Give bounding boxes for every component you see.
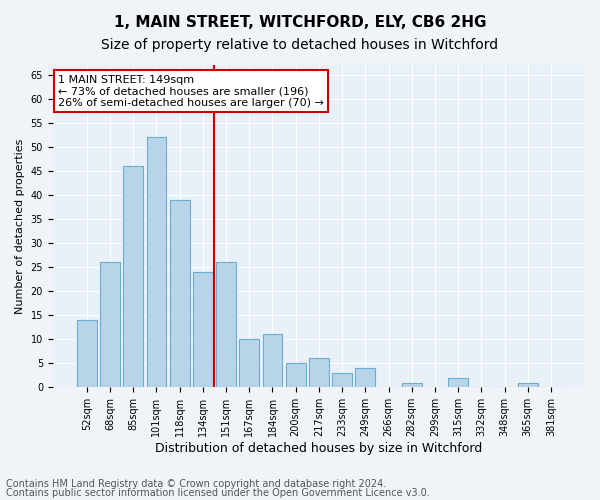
Text: 1 MAIN STREET: 149sqm
← 73% of detached houses are smaller (196)
26% of semi-det: 1 MAIN STREET: 149sqm ← 73% of detached …: [58, 74, 324, 108]
Bar: [332, 373, 352, 388]
Bar: [77, 320, 97, 388]
Bar: [216, 262, 236, 388]
Text: Contains HM Land Registry data © Crown copyright and database right 2024.: Contains HM Land Registry data © Crown c…: [6, 479, 386, 489]
Y-axis label: Number of detached properties: Number of detached properties: [15, 138, 25, 314]
Bar: [448, 378, 468, 388]
Bar: [518, 382, 538, 388]
Bar: [309, 358, 329, 388]
Bar: [170, 200, 190, 388]
Bar: [402, 382, 422, 388]
Bar: [193, 272, 213, 388]
Text: Contains public sector information licensed under the Open Government Licence v3: Contains public sector information licen…: [6, 488, 430, 498]
Bar: [355, 368, 375, 388]
Bar: [100, 262, 120, 388]
Bar: [263, 334, 283, 388]
Bar: [146, 137, 166, 388]
Bar: [286, 364, 305, 388]
Bar: [239, 339, 259, 388]
Bar: [124, 166, 143, 388]
X-axis label: Distribution of detached houses by size in Witchford: Distribution of detached houses by size …: [155, 442, 482, 455]
Text: 1, MAIN STREET, WITCHFORD, ELY, CB6 2HG: 1, MAIN STREET, WITCHFORD, ELY, CB6 2HG: [114, 15, 486, 30]
Text: Size of property relative to detached houses in Witchford: Size of property relative to detached ho…: [101, 38, 499, 52]
